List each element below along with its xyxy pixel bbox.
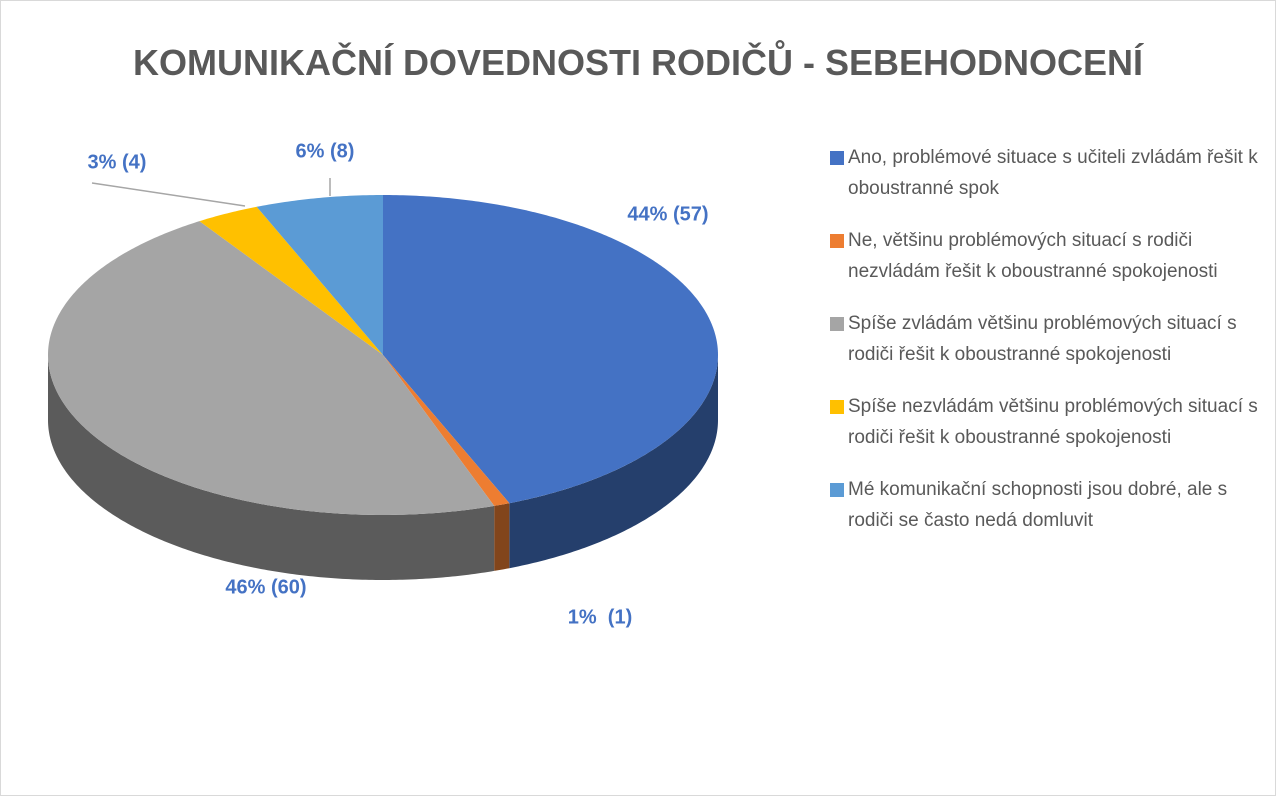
data-label: 44% (57) — [627, 203, 708, 225]
legend-swatch — [830, 151, 844, 165]
legend: Ano, problémové situace s učiteli zvládá… — [830, 142, 1260, 557]
legend-item: Spíše zvládám většinu problémových situa… — [830, 308, 1260, 370]
data-label: 1% (1) — [568, 606, 632, 628]
legend-item: Spíše nezvládám většinu problémových sit… — [830, 391, 1260, 453]
leader-line — [91, 182, 246, 207]
slice — [199, 206, 383, 355]
chart-title: KOMUNIKAČNÍ DOVEDNOSTI RODIČŮ - SEBEHODN… — [133, 38, 1144, 83]
legend-item: Mé komunikační schopnosti jsou dobré, al… — [830, 474, 1260, 536]
slice — [256, 195, 383, 355]
slice-side — [509, 355, 718, 569]
slice-side — [494, 503, 510, 571]
legend-item: Ano, problémové situace s učiteli zvládá… — [830, 142, 1260, 204]
legend-swatch — [830, 400, 844, 414]
slice-side — [48, 355, 495, 580]
legend-swatch — [830, 483, 844, 497]
legend-label: Ano, problémové situace s učiteli zvládá… — [848, 147, 1258, 199]
legend-swatch — [830, 234, 844, 248]
slice — [383, 355, 510, 506]
slice — [48, 221, 495, 515]
legend-label: Mé komunikační schopnosti jsou dobré, al… — [848, 479, 1228, 531]
legend-label: Ne, většinu problémových situací s rodič… — [848, 230, 1218, 282]
data-label: 46% (60) — [225, 576, 306, 598]
legend-label: Spíše zvládám většinu problémových situa… — [848, 313, 1237, 365]
legend-label: Spíše nezvládám většinu problémových sit… — [848, 396, 1258, 448]
slice — [383, 195, 718, 504]
data-label: 6% (8) — [296, 140, 355, 162]
data-label: 3% (4) — [88, 151, 147, 173]
legend-item: Ne, většinu problémových situací s rodič… — [830, 225, 1260, 287]
legend-swatch — [830, 317, 844, 331]
